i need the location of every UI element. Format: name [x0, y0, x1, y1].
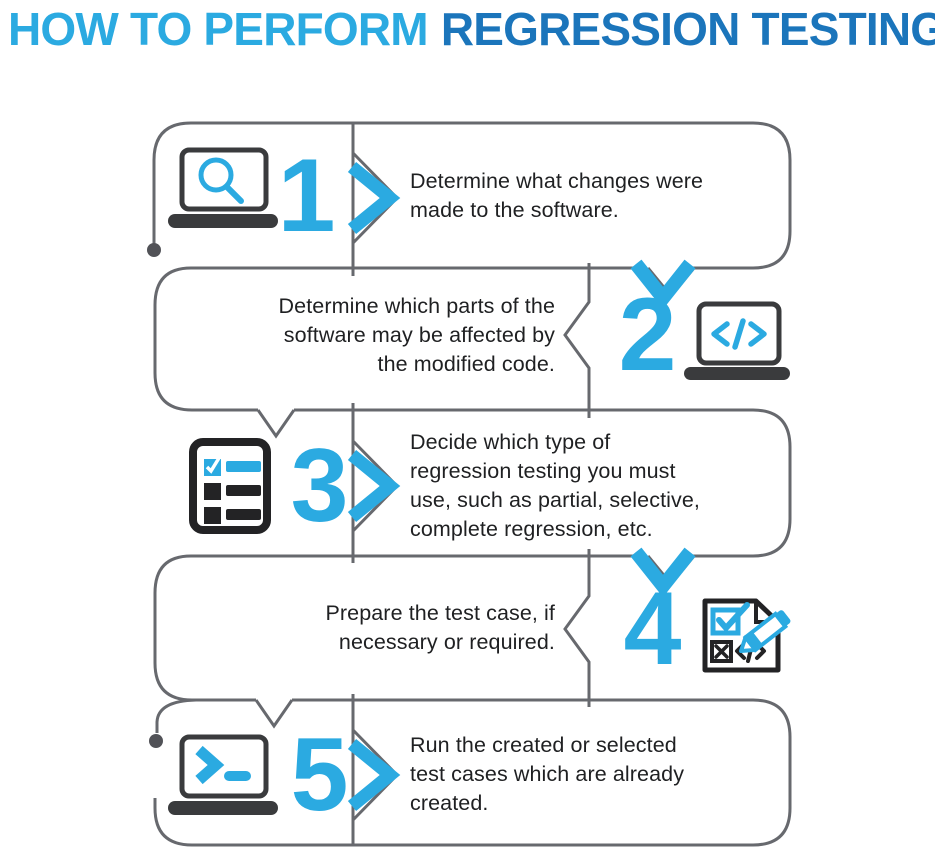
- speech-bubble-4: [153, 554, 792, 738]
- test-case-document-icon: [702, 598, 791, 673]
- step-number-3: 3: [290, 428, 349, 544]
- tail-step4-to-step5: [254, 699, 294, 729]
- page-title-light: HOW TO PERFORM: [8, 3, 429, 55]
- connector-dot-bottom: [149, 734, 163, 748]
- checkmark-icon: [205, 457, 221, 474]
- code-icon: [711, 318, 767, 350]
- laptop-terminal-icon: [168, 734, 278, 815]
- pencil-icon: [739, 610, 791, 653]
- checkbox-checked-icon: [710, 607, 741, 636]
- speech-bubble-3: [191, 447, 792, 558]
- chevron-right-icon-step1: [347, 161, 401, 235]
- step-description-4: Prepare the test case, if necessary or r…: [325, 601, 555, 654]
- step-number-5: 5: [290, 717, 349, 833]
- checklist-icon: [189, 438, 271, 534]
- arrow-down-icon-step4: [630, 547, 696, 598]
- terminal-prompt-icon: [195, 745, 225, 785]
- laptop-code-icon: [684, 301, 790, 380]
- step-number-1: 1: [277, 138, 336, 254]
- step-number-2: 2: [618, 277, 677, 393]
- divider-line-step2: [563, 263, 591, 418]
- step-description-2: Determine which parts of the software ma…: [278, 294, 555, 376]
- speech-bubble-5: [153, 698, 792, 847]
- search-icon: [198, 157, 234, 193]
- step-number-4: 4: [623, 571, 682, 687]
- tail-step2-to-step3: [256, 409, 296, 439]
- laptop-magnifier-icon: [168, 147, 278, 228]
- chevron-right-icon-step5: [347, 738, 401, 812]
- arrow-down-icon-step2: [630, 259, 696, 310]
- speech-bubble-1: [152, 121, 792, 270]
- connector-dot-top: [147, 243, 161, 257]
- step-description-1: Determine what changes were made to the …: [410, 169, 704, 222]
- divider-line-step4: [563, 549, 591, 707]
- page-title: HOW TO PERFORM REGRESSION TESTING?: [8, 4, 935, 55]
- page-title-dark: REGRESSION TESTING?: [440, 3, 935, 55]
- chevron-right-icon-step3: [347, 449, 401, 523]
- speech-bubble-2: [153, 266, 792, 448]
- step-description-3: Decide which type of regression testing …: [410, 430, 701, 541]
- step-description-5: Run the created or selected test cases w…: [410, 733, 685, 815]
